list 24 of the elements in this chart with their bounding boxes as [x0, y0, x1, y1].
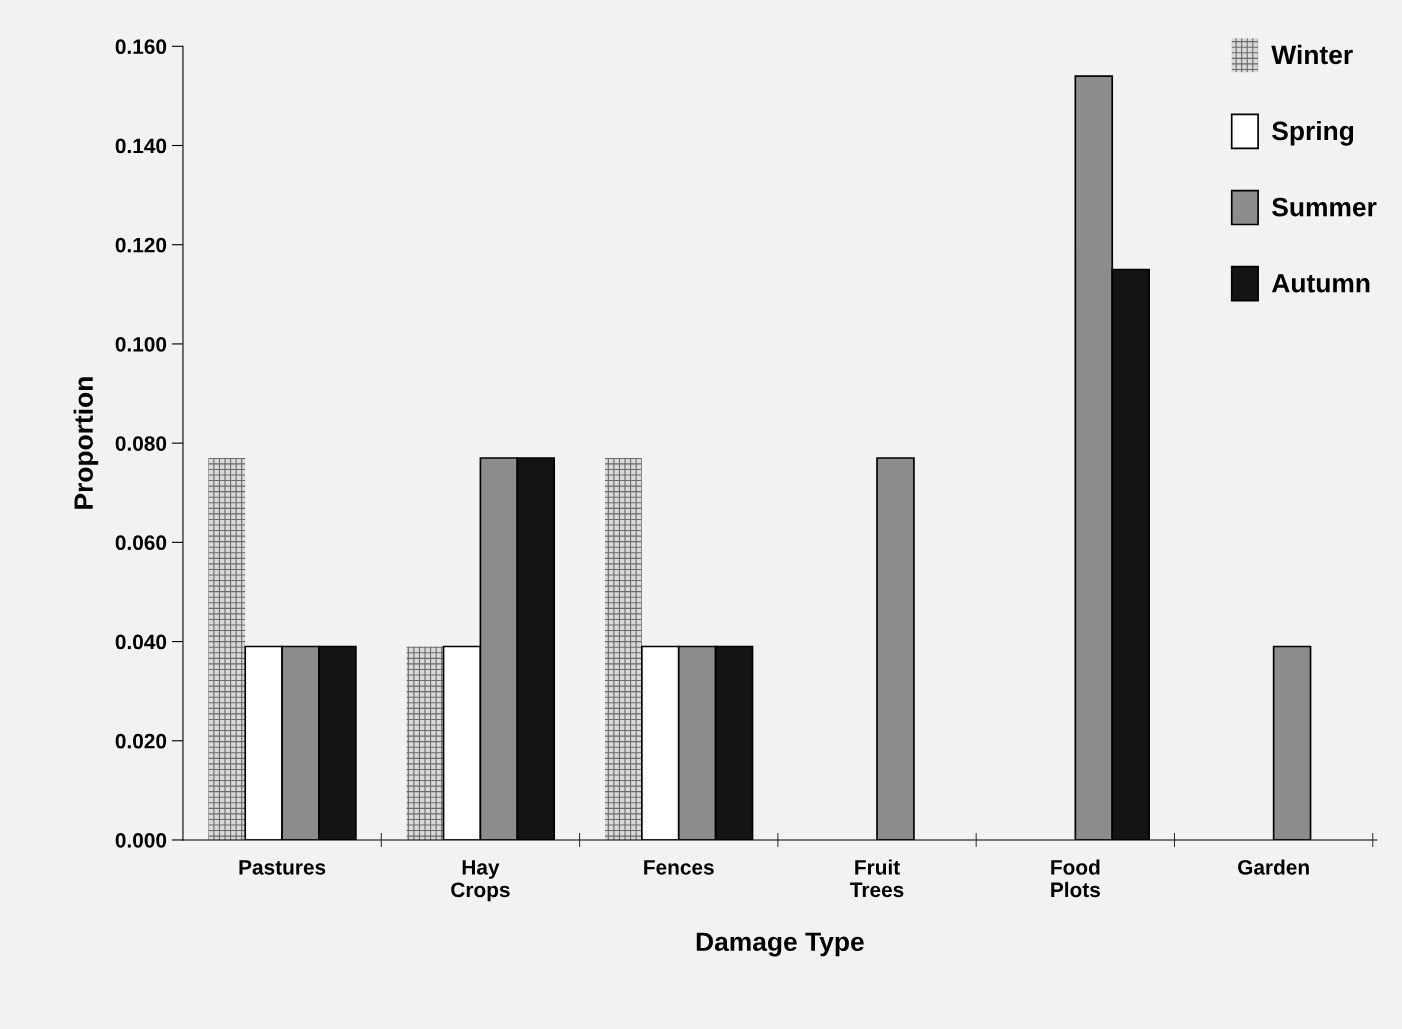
- y-axis-title: Proportion: [73, 377, 99, 509]
- y-tick-label: 0.040: [115, 634, 167, 650]
- x-tick-label: Garden: [1238, 859, 1309, 875]
- y-tick-label: 0.020: [115, 733, 167, 749]
- bar: [208, 458, 246, 840]
- y-tick-label: 0.080: [115, 436, 167, 451]
- x-tick-label: Food Plots: [1051, 859, 1100, 898]
- x-tick-label: Pastures: [239, 860, 326, 875]
- y-tick-label: 0.140: [115, 138, 167, 154]
- y-tick-label: 0.120: [115, 237, 167, 253]
- y-tick-label: 0.160: [115, 39, 167, 55]
- y-tick-label: 0.060: [115, 535, 167, 551]
- legend-label: Winter: [1271, 44, 1353, 65]
- bar: [406, 646, 444, 840]
- y-tick-label: 0.100: [115, 336, 167, 352]
- bar: [604, 458, 642, 840]
- x-tick-label: Hay Crops: [451, 860, 510, 902]
- legend-label: Summer: [1272, 197, 1377, 217]
- legend-label: Spring: [1272, 120, 1354, 146]
- x-tick-label: Fruit Trees: [850, 859, 904, 898]
- legend-label: Autumn: [1271, 274, 1370, 293]
- x-axis-title: Damage Type: [696, 932, 864, 957]
- x-tick-label: Fences: [644, 860, 714, 875]
- y-tick-label: 0.000: [115, 832, 167, 848]
